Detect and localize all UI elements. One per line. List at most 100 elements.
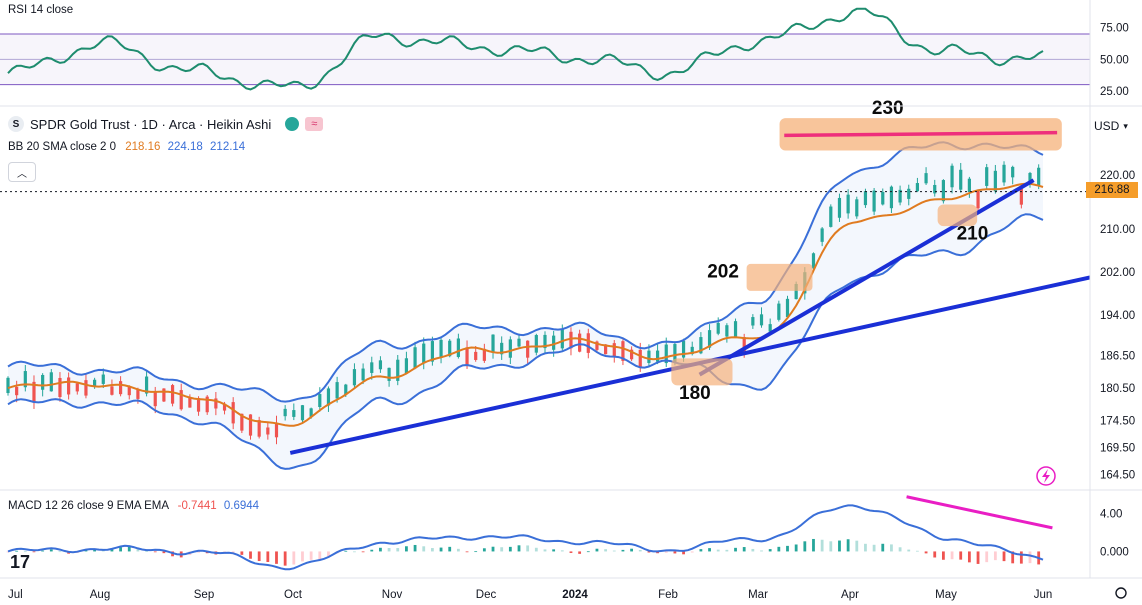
macd-histogram-bar	[93, 548, 97, 552]
candle-body	[404, 358, 409, 374]
macd-legend[interactable]: MACD 12 26 close 9 EMA EMA -0.7441 0.694…	[8, 500, 259, 512]
price-pane: 230 202 180 210 220.00 210.00 202.00 194.00 186.…	[0, 98, 1135, 486]
candle-body	[699, 337, 703, 354]
candle-body	[629, 349, 634, 360]
annotation-label-230: 230	[872, 98, 904, 119]
symbol-legend[interactable]: S SPDR Gold Trust · 1D · Arca · Heikin A…	[8, 116, 324, 132]
macd-histogram-bar	[110, 549, 114, 552]
macd-histogram-bar	[58, 551, 62, 553]
candle-body	[361, 368, 365, 381]
macd-histogram-bar	[846, 539, 850, 552]
macd-histogram-bar	[543, 549, 547, 552]
macd-histogram-bar	[500, 547, 504, 552]
candle-body	[144, 376, 149, 394]
candle-body	[889, 186, 894, 209]
candle-body	[725, 325, 729, 337]
market-open-icon	[285, 117, 300, 131]
time-tick-label: Apr	[841, 589, 859, 601]
candle-body	[430, 341, 434, 362]
bb-label: BB 20 SMA close 2 0	[8, 141, 117, 153]
candle-body	[23, 371, 27, 388]
macd-histogram-bar	[318, 551, 322, 560]
currency-selector[interactable]: USD ▾	[1094, 116, 1138, 136]
macd-histogram-bar	[673, 551, 677, 554]
candle-body	[352, 369, 357, 386]
macd-histogram-bar	[916, 550, 919, 552]
candle-body	[993, 170, 997, 192]
candle-body	[681, 340, 686, 358]
candle-body	[205, 396, 209, 413]
macd-histogram-bar	[569, 551, 573, 553]
candle-body	[863, 191, 868, 206]
macd-histogram-bar	[534, 547, 538, 552]
chevron-up-icon: ︿	[17, 168, 27, 180]
candle-body	[84, 380, 88, 396]
candle-body	[127, 386, 131, 396]
macd-histogram-bar	[682, 551, 685, 555]
candle-body	[491, 334, 495, 353]
time-tick-label: Jun	[1034, 589, 1053, 601]
candle-body	[881, 192, 885, 205]
macd-histogram-bar	[924, 551, 928, 554]
macd-histogram-bar	[15, 550, 19, 552]
macd-divergence-line	[906, 495, 1053, 530]
annotation-label-210: 210	[957, 224, 989, 245]
candle-body	[569, 331, 573, 349]
macd-histogram-bar	[699, 549, 703, 552]
candle-body	[179, 390, 183, 410]
candle-body	[543, 334, 547, 349]
candle-body	[655, 350, 660, 362]
candle-body	[474, 351, 478, 360]
macd-tick-label: 4.00	[1100, 509, 1122, 521]
candle-body	[456, 338, 460, 357]
macd-histogram-bar	[361, 551, 365, 553]
symbol-title: SPDR Gold Trust · 1D · Arca · Heikin Ash…	[30, 116, 272, 132]
candle-body	[508, 339, 512, 358]
candle-body	[67, 377, 71, 395]
macd-signal-value: 0.6944	[223, 500, 260, 512]
candle-body	[1019, 188, 1023, 205]
candle-body	[196, 397, 201, 412]
price-tick-label: 180.50	[1100, 383, 1135, 395]
candle-body	[560, 328, 564, 349]
macd-histogram-bar	[1019, 551, 1023, 564]
candle-body	[335, 382, 339, 399]
candle-body	[1028, 172, 1032, 185]
time-tick-label: May	[935, 589, 957, 601]
candle-body	[759, 314, 764, 326]
wave-icon[interactable]: ≈	[305, 117, 324, 131]
macd-histogram-bar	[907, 549, 911, 552]
macd-histogram-bar	[231, 551, 235, 553]
candle-body	[1011, 166, 1015, 178]
macd-histogram-bar	[768, 549, 772, 552]
macd-histogram-bar	[344, 550, 348, 552]
macd-tick-label: 0.000	[1100, 546, 1129, 558]
candle-body	[153, 391, 157, 407]
candle-body	[214, 398, 218, 409]
macd-histogram-bar	[751, 548, 755, 552]
macd-histogram-bar	[517, 545, 521, 552]
collapse-legend-button[interactable]: ︿	[8, 162, 36, 182]
macd-histogram-bar	[786, 545, 789, 552]
macd-histogram-bar	[959, 551, 963, 560]
macd-histogram-bar	[249, 551, 252, 559]
candle-body	[768, 324, 772, 332]
macd-histogram-bar	[119, 547, 122, 552]
rsi-line	[7, 7, 1044, 91]
bb-legend[interactable]: BB 20 SMA close 2 0 218.16 224.18 212.14	[8, 141, 245, 153]
candle-body	[1002, 164, 1006, 183]
candle-body	[985, 167, 989, 186]
rsi-tick-label: 75.00	[1100, 23, 1129, 35]
candle-body	[300, 405, 305, 421]
macd-histogram-bar	[379, 547, 382, 552]
macd-histogram-bar	[742, 547, 746, 552]
candle-body	[517, 338, 521, 347]
macd-histogram-bar	[1028, 551, 1032, 564]
macd-histogram-bar	[422, 546, 426, 552]
candle-body	[248, 414, 253, 436]
candle-body	[872, 190, 876, 212]
candle-body	[855, 199, 859, 217]
macd-histogram-bar	[162, 551, 166, 554]
